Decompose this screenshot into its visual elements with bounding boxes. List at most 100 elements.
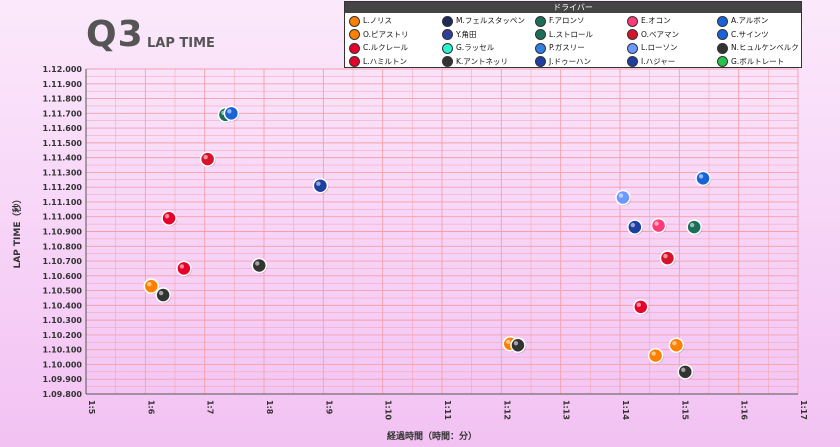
y-tick-label: 1.10.300 xyxy=(43,316,83,325)
data-point xyxy=(143,278,160,294)
driver-icon xyxy=(349,42,360,54)
data-point-highlight xyxy=(654,221,659,226)
legend-item: G.ラッセル xyxy=(442,41,494,54)
legend-label: L.ストロール xyxy=(549,29,594,39)
data-point-highlight xyxy=(227,109,232,114)
legend-label: L.ノリス xyxy=(363,16,393,25)
legend-item: G.ボルトレート xyxy=(717,55,784,68)
legend-item: I.ハジャー xyxy=(627,55,675,68)
data-point xyxy=(686,219,702,235)
x-tick-label: 1:10 xyxy=(384,400,393,420)
driver-icon xyxy=(535,56,546,67)
x-tick-label: 1:6 xyxy=(146,400,155,415)
legend-item: F.アロンソ xyxy=(535,14,585,27)
y-tick-label: 1.11.200 xyxy=(43,183,83,192)
data-point xyxy=(510,337,526,353)
legend-item: L.ストロール xyxy=(535,28,593,41)
data-point xyxy=(615,189,631,206)
driver-icon xyxy=(442,29,453,40)
driver-icon xyxy=(442,15,453,27)
legend-label: L.ハミルトン xyxy=(363,56,408,66)
data-point xyxy=(223,105,240,122)
y-tick-label: 1.11.100 xyxy=(43,198,83,207)
data-point-highlight xyxy=(506,339,511,344)
y-tick-label: 1.10.800 xyxy=(43,242,83,251)
x-tick-label: 1:9 xyxy=(324,400,333,415)
legend-label: F.アロンソ xyxy=(549,16,585,25)
data-point-highlight xyxy=(203,154,208,160)
data-point-highlight xyxy=(179,264,185,269)
data-point-highlight xyxy=(636,302,641,308)
data-point-highlight xyxy=(316,181,321,186)
legend-label: I.ハジャー xyxy=(641,56,676,66)
legend-item: K.アントネッリ xyxy=(442,55,508,68)
legend-item: L.ノリス xyxy=(349,14,392,27)
data-point xyxy=(199,151,216,167)
y-tick-label: 1.11.300 xyxy=(43,168,83,177)
y-tick-label: 1.10.500 xyxy=(43,287,83,296)
legend-label: J.ドゥーハン xyxy=(549,56,591,66)
driver-icon xyxy=(442,56,453,67)
legend-item: L.ハミルトン xyxy=(349,55,407,68)
legend-item: E.オコン xyxy=(627,14,671,27)
driver-icon xyxy=(627,15,638,27)
data-point-highlight xyxy=(630,222,636,228)
data-point-highlight xyxy=(663,253,668,259)
y-axis-label: LAP TIME（秒） xyxy=(11,194,23,268)
x-tick-label: 1:5 xyxy=(87,400,96,415)
data-point xyxy=(650,217,667,234)
x-tick-label: 1:17 xyxy=(799,400,808,420)
data-point xyxy=(668,337,685,353)
chart-title: Q3 xyxy=(86,14,144,55)
y-tick-label: 1.11.900 xyxy=(43,80,83,89)
legend-item: N.ヒュルケンベルク xyxy=(717,41,799,54)
data-point xyxy=(659,250,676,266)
legend-label: O.ピアストリ xyxy=(363,29,409,39)
y-tick-label: 1.10.000 xyxy=(43,360,83,369)
driver-icon xyxy=(535,15,546,27)
driver-icon xyxy=(627,42,638,54)
data-point xyxy=(312,177,329,194)
legend-label: G.ラッセル xyxy=(456,43,495,52)
x-tick-label: 1:16 xyxy=(740,400,749,420)
driver-icon xyxy=(349,15,360,27)
y-tick-label: 1.09.900 xyxy=(43,375,83,384)
driver-icon xyxy=(349,29,360,40)
x-tick-label: 1:14 xyxy=(621,400,630,420)
driver-icon xyxy=(627,56,638,67)
driver-icon xyxy=(717,15,728,27)
y-tick-label: 1.11.700 xyxy=(43,109,83,118)
driver-icon xyxy=(535,29,546,40)
x-tick-label: 1:7 xyxy=(206,400,215,414)
legend-label: A.アルボン xyxy=(731,16,769,25)
x-tick-label: 1:8 xyxy=(265,400,274,415)
legend-item: O.ピアストリ xyxy=(349,28,408,41)
legend: ドライバー L.ノリス M.フェルスタッペン F.アロンソ E.オコン A.アルボン O.… xyxy=(344,1,802,68)
driver-icon xyxy=(535,42,546,54)
data-point xyxy=(251,257,268,274)
driver-icon xyxy=(349,56,360,67)
driver-icon xyxy=(717,56,728,67)
legend-title: ドライバー xyxy=(345,2,801,13)
data-point xyxy=(633,299,649,315)
y-tick-label: 1.12.000 xyxy=(43,65,83,74)
legend-label: C.サインツ xyxy=(731,29,769,39)
data-point xyxy=(176,260,192,277)
data-point xyxy=(647,347,664,364)
legend-item: M.フェルスタッペン xyxy=(442,14,525,27)
legend-item: O.ベアマン xyxy=(627,28,679,41)
legend-label: N.ヒュルケンベルク xyxy=(731,43,799,52)
legend-label: G.ボルトレート xyxy=(731,56,785,66)
y-tick-label: 1.11.000 xyxy=(43,213,83,222)
y-tick-label: 1.11.400 xyxy=(43,154,83,163)
data-point-highlight xyxy=(689,222,695,228)
x-tick-label: 1:12 xyxy=(502,400,511,420)
y-tick-label: 1.10.600 xyxy=(43,272,83,281)
y-tick-label: 1.11.600 xyxy=(43,124,83,133)
driver-icon xyxy=(627,29,638,40)
legend-item: L.ローソン xyxy=(627,41,678,54)
y-tick-label: 1.11.800 xyxy=(43,95,83,104)
legend-label: C.ルクレール xyxy=(363,43,409,52)
data-point-highlight xyxy=(164,214,170,219)
